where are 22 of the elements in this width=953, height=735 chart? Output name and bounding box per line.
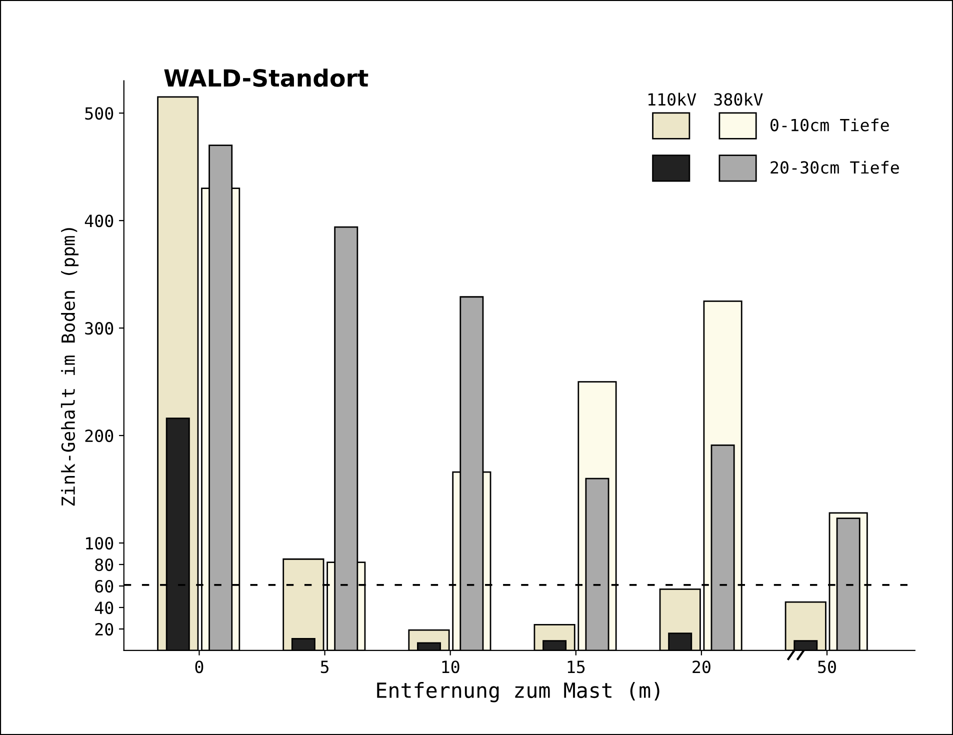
y-tick-label: 100 <box>86 537 114 550</box>
y-tick-label: 60 <box>95 580 114 593</box>
x-axis-title: Entfernung zum Mast (m) <box>377 682 660 702</box>
y-tick-label: 300 <box>85 322 114 335</box>
y-tick-label: 500 <box>85 107 114 120</box>
y-tick-label: 40 <box>94 601 114 614</box>
y-tick-label: 80 <box>95 558 114 572</box>
y-tick-label: 20 <box>95 622 114 636</box>
x-tick-label: 20 <box>692 660 710 674</box>
x-tick-label: 5 <box>320 660 328 674</box>
x-tick-label: 10 <box>442 660 460 674</box>
x-tick-label: 15 <box>568 660 585 674</box>
y-axis-title: Zink-Gehalt im Boden (ppm) <box>60 228 79 506</box>
x-tick-label: 50 <box>818 660 836 674</box>
legend-label: 0-10cm Tiefe <box>770 118 889 132</box>
chart-title: WALD-Standort <box>164 68 368 87</box>
annotation: 110kV <box>648 92 696 106</box>
y-tick-label: 200 <box>85 430 114 442</box>
legend-label: 20-30cm Tiefe <box>770 160 899 174</box>
annotation: 380kV <box>714 92 763 106</box>
y-tick-label: 400 <box>84 214 114 228</box>
x-tick-label: 0 <box>195 660 204 674</box>
